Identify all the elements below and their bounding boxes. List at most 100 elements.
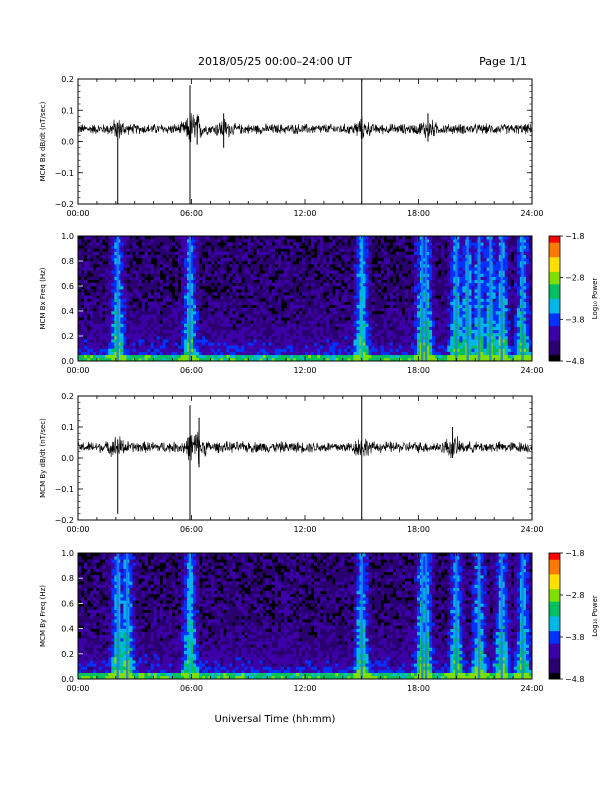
heatmap-cell (171, 301, 176, 306)
heatmap-cell (413, 264, 418, 268)
heatmap-cell (389, 304, 394, 309)
heatmap-cell (450, 264, 454, 268)
heatmap-cell (247, 276, 251, 281)
heatmap-cell (386, 354, 391, 359)
heatmap-cell (380, 270, 384, 274)
heatmap-cell (380, 304, 384, 309)
heatmap-cell (247, 332, 251, 337)
heatmap-cell (441, 286, 445, 290)
heatmap-cell (87, 329, 91, 334)
heatmap-cell (177, 323, 182, 327)
heatmap-cell (226, 245, 230, 249)
heatmap-cell (329, 345, 333, 349)
x-ticks-0: 00:00 06:00 12:00 18:00 24:00 (66, 79, 544, 218)
heatmap-cell (298, 295, 303, 299)
heatmap-cell (480, 298, 484, 302)
heatmap-cell (174, 323, 179, 327)
heatmap-cell (274, 329, 279, 334)
heatmap-cell (383, 339, 388, 343)
heatmap-cell (180, 311, 185, 315)
heatmap-cell (332, 270, 336, 274)
heatmap-cell (199, 342, 203, 346)
heatmap-cell (413, 345, 418, 349)
heatmap-cell (407, 304, 412, 309)
heatmap-cell (314, 301, 318, 306)
heatmap-cell (162, 311, 167, 315)
heatmap-cell (283, 236, 288, 240)
heatmap-cell (368, 342, 372, 346)
heatmap-cell (335, 314, 339, 318)
heatmap-cell (84, 354, 88, 359)
heatmap-cell (214, 332, 218, 337)
heatmap-cell (377, 357, 381, 362)
heatmap-cell (223, 348, 227, 352)
heatmap-cell (350, 267, 354, 271)
heatmap-cell (126, 236, 130, 240)
heatmap-cell (211, 323, 215, 327)
heatmap-cell (401, 276, 406, 281)
heatmap-cell (186, 236, 191, 240)
heatmap-cell (99, 273, 103, 277)
heatmap-cell (404, 342, 409, 346)
heatmap-cell (344, 292, 348, 296)
heatmap-cell (429, 336, 433, 340)
heatmap-cell (398, 329, 403, 334)
heatmap-cell (401, 314, 406, 318)
heatmap-cell (220, 276, 224, 281)
heatmap-cell (295, 298, 300, 302)
heatmap-cell (205, 245, 209, 249)
heatmap-cell (395, 323, 400, 327)
heatmap-cell (99, 354, 103, 359)
heatmap-cell (129, 329, 133, 334)
heatmap-cell (450, 329, 454, 334)
heatmap-cell (326, 289, 330, 293)
heatmap-cell (232, 298, 236, 302)
heatmap-cell (114, 314, 118, 318)
heatmap-cell (335, 270, 339, 274)
heatmap-cell (238, 248, 242, 252)
heatmap-cell (468, 317, 472, 321)
heatmap-cell (301, 320, 306, 324)
heatmap-cell (356, 261, 360, 265)
heatmap-cell (392, 276, 397, 281)
heatmap-cell (229, 342, 233, 346)
heatmap-cell (244, 251, 248, 256)
heatmap-cell (344, 242, 348, 246)
heatmap-cell (102, 273, 106, 277)
heatmap-cell (289, 339, 294, 343)
heatmap-cell (105, 323, 109, 327)
heatmap-cell (226, 320, 230, 324)
heatmap-cell (168, 242, 173, 246)
heatmap-cell (453, 326, 457, 331)
heatmap-cell (368, 339, 372, 343)
heatmap-cell (205, 261, 209, 265)
heatmap-cell (277, 320, 282, 324)
heatmap-cell (141, 301, 145, 306)
heatmap-cell (308, 357, 312, 362)
heatmap-cell (471, 326, 475, 331)
heatmap-cell (280, 348, 285, 352)
heatmap-cell (193, 242, 197, 246)
heatmap-cell (368, 251, 372, 256)
heatmap-cell (81, 339, 85, 343)
heatmap-cell (214, 323, 218, 327)
heatmap-cell (432, 292, 436, 296)
heatmap-cell (96, 270, 100, 274)
heatmap-cell (223, 345, 227, 349)
heatmap-cell (259, 317, 263, 321)
heatmap-cell (350, 326, 354, 331)
heatmap-cell (241, 257, 245, 262)
heatmap-cell (286, 270, 291, 274)
heatmap-cell (117, 236, 121, 240)
heatmap-cell (305, 286, 309, 290)
heatmap-cell (459, 261, 463, 265)
heatmap-cell (84, 239, 88, 243)
heatmap-cell (283, 314, 288, 318)
heatmap-cell (280, 351, 285, 356)
heatmap-cell (298, 286, 303, 290)
heatmap-cell (105, 264, 109, 268)
heatmap-cell (126, 295, 130, 299)
heatmap-cell (395, 336, 400, 340)
heatmap-cell (386, 336, 391, 340)
heatmap-cell (205, 248, 209, 252)
